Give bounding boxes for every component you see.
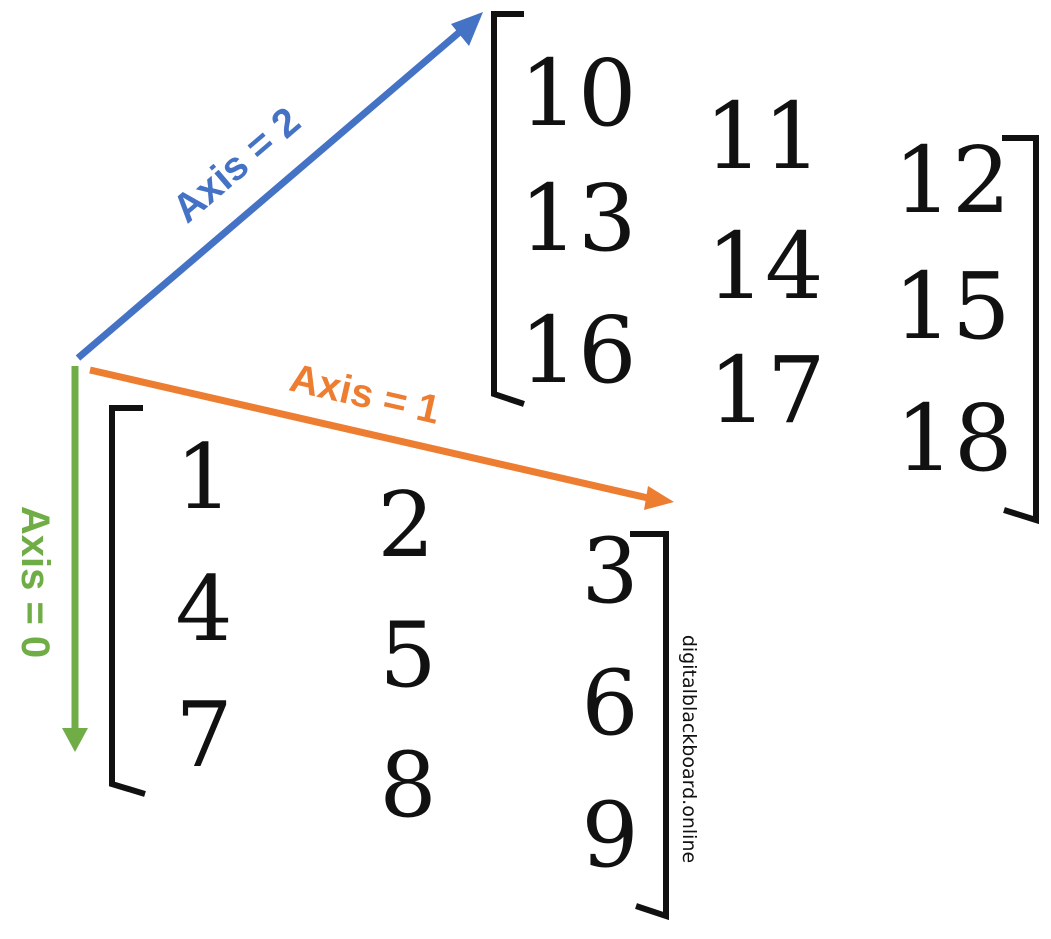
front-matrix-right-bracket xyxy=(630,531,669,921)
back-matrix-cell: 13 xyxy=(519,165,636,272)
front-matrix-cell: 3 xyxy=(581,519,638,624)
axis-0-label: Axis = 0 xyxy=(13,506,57,658)
back-matrix-cell: 15 xyxy=(893,253,1010,360)
front-matrix-cell: 1 xyxy=(175,425,232,530)
back-matrix-right-bracket xyxy=(1002,135,1039,525)
axis-2-arrow: Axis = 2 xyxy=(75,12,483,361)
front-matrix-cell: 4 xyxy=(175,557,232,662)
back-matrix-cell: 14 xyxy=(706,213,823,320)
front-matrix-cell: 9 xyxy=(581,783,638,888)
back-matrix: 10 11 12 13 14 15 16 17 18 xyxy=(491,11,1039,525)
back-matrix-cell: 10 xyxy=(519,40,636,147)
front-matrix-cell: 5 xyxy=(379,603,436,708)
back-matrix-cell: 16 xyxy=(519,297,636,404)
back-matrix-cell: 18 xyxy=(895,385,1012,492)
front-matrix: 1 2 3 4 5 6 7 8 9 xyxy=(109,405,669,921)
back-matrix-cell: 17 xyxy=(708,337,825,444)
front-matrix-cell: 6 xyxy=(581,651,638,756)
back-matrix-cell: 11 xyxy=(704,83,821,190)
axis-0-arrow: Axis = 0 xyxy=(13,366,88,752)
front-matrix-left-bracket xyxy=(109,405,146,797)
front-matrix-cell: 7 xyxy=(175,683,232,788)
front-matrix-cell: 8 xyxy=(379,733,436,838)
back-matrix-left-bracket xyxy=(491,11,525,407)
back-matrix-cell: 12 xyxy=(893,127,1010,234)
front-matrix-cell: 2 xyxy=(377,473,434,578)
axis-2-label: Axis = 2 xyxy=(164,99,308,231)
site-credit: digitalblackboard.online xyxy=(678,635,700,863)
